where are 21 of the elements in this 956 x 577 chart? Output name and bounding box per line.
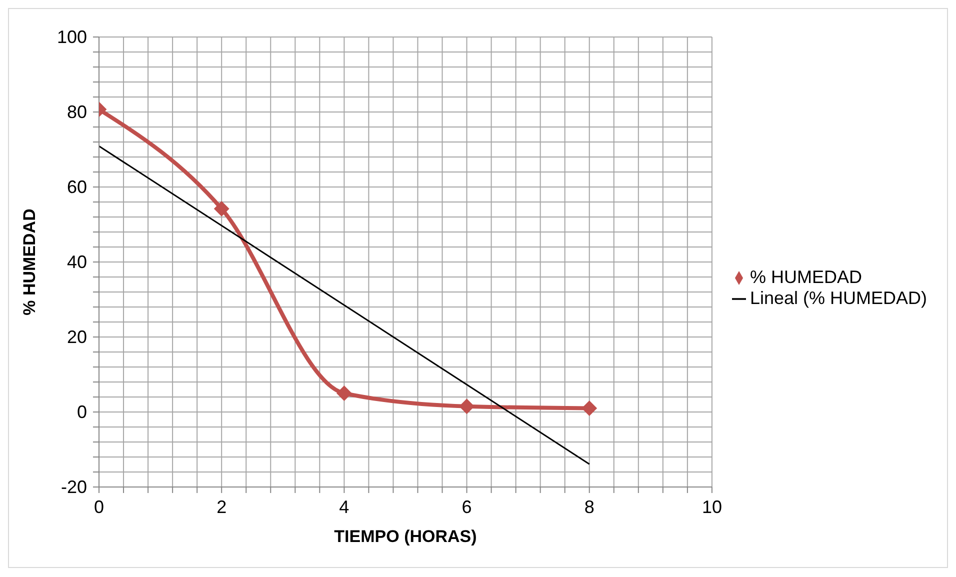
x-tick-label: 2	[216, 497, 227, 517]
point	[214, 201, 230, 216]
x-axis-title: TIEMPO (HORAS)	[334, 527, 477, 546]
x-tick-label: 8	[584, 497, 594, 517]
point	[336, 386, 352, 401]
x-tick-label: 0	[94, 497, 104, 517]
legend-label: Lineal (% HUMEDAD)	[750, 288, 927, 308]
point	[459, 398, 474, 414]
y-tick-label: -20	[60, 477, 87, 497]
y-tick-label: 20	[66, 327, 87, 347]
x-tick-label: 10	[702, 497, 722, 517]
point	[582, 400, 597, 416]
y-tick-label: 100	[56, 27, 87, 47]
y-tick-label: 0	[76, 402, 87, 422]
x-tick-label: 4	[339, 497, 350, 517]
x-tick-label: 6	[462, 497, 472, 517]
y-tick-label: 40	[66, 252, 87, 272]
y-axis-title: % HUMEDAD	[20, 208, 40, 316]
y-tick-label: 60	[66, 177, 87, 197]
legend-label: % HUMEDAD	[750, 267, 862, 287]
y-tick-label: 80	[66, 102, 87, 122]
